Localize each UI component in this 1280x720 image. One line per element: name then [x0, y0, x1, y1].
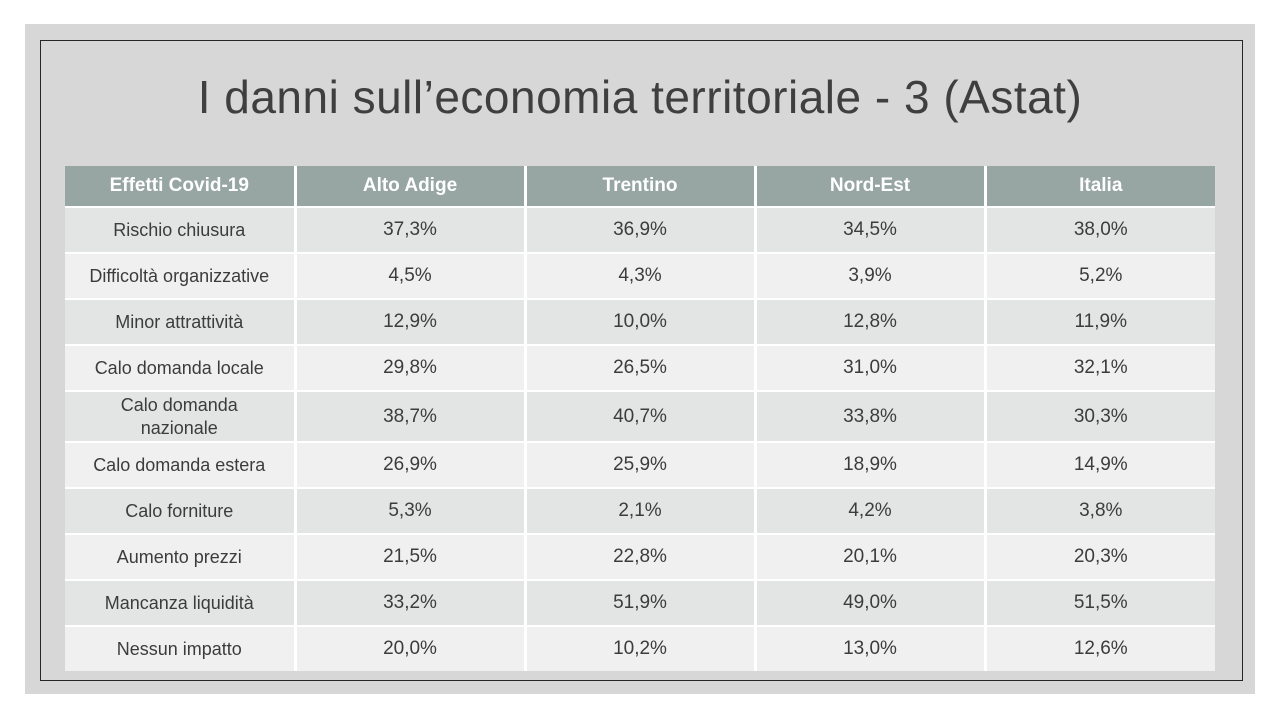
value-cell: 2,1%: [525, 488, 757, 535]
value-cell: 4,5%: [295, 253, 527, 300]
value-cell: 11,9%: [985, 299, 1215, 346]
value-cell: 10,2%: [525, 626, 757, 671]
value-cell: 30,3%: [985, 391, 1215, 443]
value-cell: 5,2%: [985, 253, 1215, 300]
table-body: Rischio chiusura 37,3% 36,9% 34,5% 38,0% Diff…: [65, 207, 1215, 671]
table-row: Minor attrattività 12,9% 10,0% 12,8% 11,9%: [65, 299, 1215, 346]
slide-title: I danni sull’economia territoriale - 3 (…: [197, 71, 1083, 123]
value-cell: 18,9%: [755, 442, 987, 489]
value-cell: 26,9%: [295, 442, 527, 489]
column-header-3: Nord-Est: [755, 166, 987, 208]
value-cell: 31,0%: [755, 345, 987, 392]
row-label: Nessun impatto: [65, 626, 297, 671]
value-cell: 13,0%: [755, 626, 987, 671]
column-header-2: Trentino: [525, 166, 757, 208]
value-cell: 12,6%: [985, 626, 1215, 671]
column-header-1: Alto Adige: [295, 166, 527, 208]
value-cell: 40,7%: [525, 391, 757, 443]
row-label: Calo domanda nazionale: [65, 391, 297, 443]
value-cell: 12,9%: [295, 299, 527, 346]
row-label: Difficoltà organizzative: [65, 253, 297, 300]
row-label: Rischio chiusura: [65, 207, 297, 254]
covid-effects-table: Effetti Covid-19 Alto Adige Trentino Nord-E…: [65, 166, 1215, 671]
value-cell: 29,8%: [295, 345, 527, 392]
value-cell: 32,1%: [985, 345, 1215, 392]
value-cell: 20,3%: [985, 534, 1215, 581]
table-row: Nessun impatto 20,0% 10,2% 13,0% 12,6%: [65, 626, 1215, 671]
value-cell: 51,9%: [525, 580, 757, 627]
table-header: Effetti Covid-19 Alto Adige Trentino Nord-E…: [65, 166, 1215, 208]
value-cell: 4,2%: [755, 488, 987, 535]
value-cell: 34,5%: [755, 207, 987, 254]
value-cell: 38,0%: [985, 207, 1215, 254]
slide-canvas: I danni sull’economia territoriale - 3 (…: [25, 24, 1255, 694]
table-row: Rischio chiusura 37,3% 36,9% 34,5% 38,0%: [65, 207, 1215, 254]
value-cell: 12,8%: [755, 299, 987, 346]
column-header-0: Effetti Covid-19: [65, 166, 297, 208]
row-label: Minor attrattività: [65, 299, 297, 346]
table-row: Aumento prezzi 21,5% 22,8% 20,1% 20,3%: [65, 534, 1215, 581]
value-cell: 22,8%: [525, 534, 757, 581]
value-cell: 4,3%: [525, 253, 757, 300]
row-label: Calo forniture: [65, 488, 297, 535]
value-cell: 49,0%: [755, 580, 987, 627]
value-cell: 10,0%: [525, 299, 757, 346]
table-row: Calo domanda estera 26,9% 25,9% 18,9% 14,9%: [65, 442, 1215, 489]
column-header-4: Italia: [985, 166, 1215, 208]
value-cell: 37,3%: [295, 207, 527, 254]
table-row: Calo domanda locale 29,8% 26,5% 31,0% 32,1%: [65, 345, 1215, 392]
value-cell: 33,8%: [755, 391, 987, 443]
value-cell: 21,5%: [295, 534, 527, 581]
value-cell: 5,3%: [295, 488, 527, 535]
row-label: Aumento prezzi: [65, 534, 297, 581]
row-label: Mancanza liquidità: [65, 580, 297, 627]
value-cell: 14,9%: [985, 442, 1215, 489]
table-header-row: Effetti Covid-19 Alto Adige Trentino Nord-E…: [65, 166, 1215, 208]
row-label: Calo domanda locale: [65, 345, 297, 392]
value-cell: 25,9%: [525, 442, 757, 489]
value-cell: 20,0%: [295, 626, 527, 671]
value-cell: 38,7%: [295, 391, 527, 443]
table-row: Mancanza liquidità 33,2% 51,9% 49,0% 51,5%: [65, 580, 1215, 627]
row-label: Calo domanda estera: [65, 442, 297, 489]
value-cell: 33,2%: [295, 580, 527, 627]
value-cell: 3,9%: [755, 253, 987, 300]
value-cell: 51,5%: [985, 580, 1215, 627]
value-cell: 20,1%: [755, 534, 987, 581]
value-cell: 36,9%: [525, 207, 757, 254]
table-row: Calo forniture 5,3% 2,1% 4,2% 3,8%: [65, 488, 1215, 535]
value-cell: 3,8%: [985, 488, 1215, 535]
table-row: Difficoltà organizzative 4,5% 4,3% 3,9% 5,2%: [65, 253, 1215, 300]
table-row: Calo domanda nazionale 38,7% 40,7% 33,8% 30,…: [65, 391, 1215, 443]
value-cell: 26,5%: [525, 345, 757, 392]
